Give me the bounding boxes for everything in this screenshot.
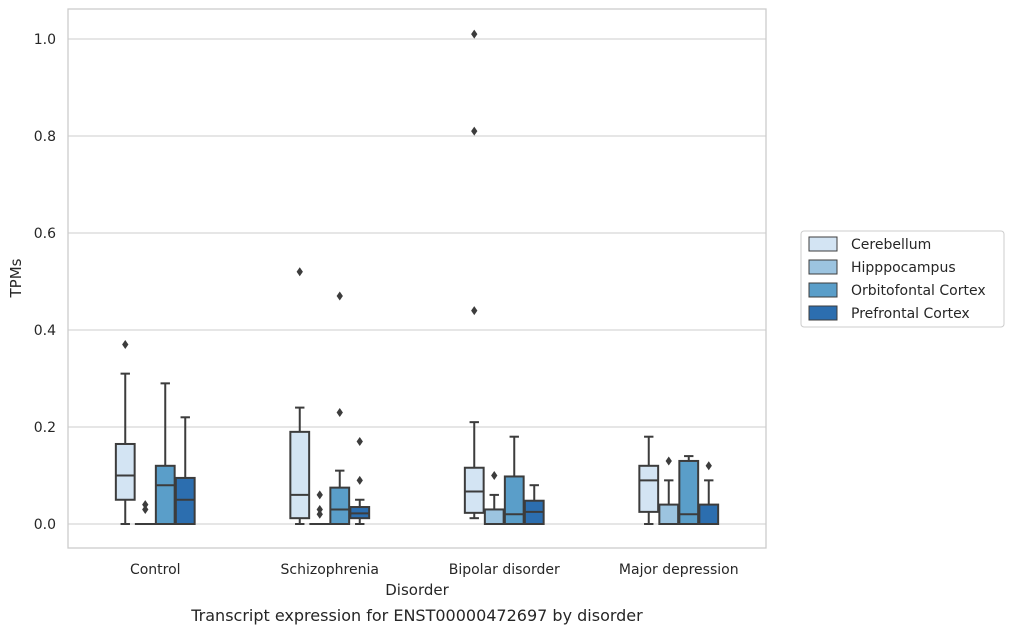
- legend-swatch: [808, 305, 838, 321]
- x-tick-label: Control: [130, 562, 181, 578]
- box-hipppocampus: [658, 456, 680, 526]
- box-prefrontal-cortex: [174, 416, 196, 525]
- box-cerebellum: [463, 29, 485, 520]
- box-iqr: [154, 464, 176, 525]
- box-iqr: [174, 476, 196, 525]
- outlier-point: [356, 437, 363, 447]
- box-orbitofontal-cortex: [154, 382, 176, 525]
- outlier-point: [316, 504, 323, 514]
- outlier-point: [356, 475, 363, 485]
- box-series: [114, 29, 720, 526]
- x-tick-labels: Control Schizophrenia Bipolar disorder Majo…: [130, 562, 739, 578]
- box-iqr: [463, 466, 485, 514]
- y-tick-labels: 0.0 0.2 0.4 0.6 0.8 1.0: [34, 32, 56, 533]
- y-axis-title: TPMs: [7, 258, 25, 298]
- box-iqr: [289, 430, 311, 520]
- x-tick-label: Bipolar disorder: [449, 562, 560, 578]
- outlier-point: [665, 456, 672, 466]
- y-tick-label: 0.8: [34, 129, 56, 145]
- outlier-point: [471, 306, 478, 316]
- x-tick-label: Major depression: [619, 562, 739, 578]
- box-cerebellum: [114, 340, 136, 525]
- outlier-point: [336, 291, 343, 301]
- box-orbitofontal-cortex: [678, 455, 700, 526]
- legend-swatch: [808, 259, 838, 275]
- x-axis-title: Disorder: [385, 581, 449, 599]
- box-iqr: [114, 442, 136, 501]
- y-tick-label: 1.0: [34, 32, 56, 48]
- box-hipppocampus: [134, 500, 156, 526]
- box-orbitofontal-cortex: [503, 435, 525, 525]
- box-cerebellum: [289, 267, 311, 525]
- box-prefrontal-cortex: [349, 437, 371, 525]
- box-iqr: [638, 464, 660, 513]
- legend-label: Prefrontal Cortex: [851, 306, 970, 322]
- y-tick-label: 0.2: [34, 420, 56, 436]
- legend-label: Hipppocampus: [851, 260, 956, 276]
- chart-caption: Transcript expression for ENST0000047269…: [191, 606, 643, 625]
- outlier-point: [316, 509, 323, 519]
- outlier-point: [471, 126, 478, 136]
- legend-frame: [800, 230, 1005, 328]
- outlier-point: [142, 504, 149, 514]
- box-iqr: [658, 503, 680, 526]
- outlier-point: [316, 490, 323, 500]
- outlier-point: [705, 461, 712, 471]
- legend-label: Cerebellum: [851, 237, 931, 253]
- box-hipppocampus: [483, 471, 505, 526]
- box-cerebellum: [638, 435, 660, 525]
- legend-swatch: [808, 282, 838, 298]
- legend: Cerebellum Hipppocampus Orbitofontal Corte…: [800, 230, 1005, 328]
- box-iqr: [503, 475, 525, 525]
- box-hipppocampus: [309, 490, 331, 526]
- legend-label: Orbitofontal Cortex: [851, 283, 986, 299]
- outlier-point: [491, 471, 498, 480]
- box-iqr: [698, 503, 720, 526]
- grid-lines: [68, 38, 766, 525]
- y-tick-label: 0.6: [34, 226, 56, 242]
- outlier-point: [471, 29, 478, 39]
- box-iqr: [329, 486, 351, 525]
- outlier-point: [336, 407, 343, 417]
- y-tick-label: 0.0: [34, 517, 56, 533]
- outlier-point: [296, 267, 303, 277]
- legend-swatch: [808, 236, 838, 252]
- box-orbitofontal-cortex: [329, 291, 351, 525]
- box-prefrontal-cortex: [523, 484, 545, 526]
- plot-frame: [67, 8, 767, 549]
- outlier-point: [142, 500, 149, 510]
- box-iqr: [678, 459, 700, 526]
- x-tick-label: Schizophrenia: [281, 562, 379, 578]
- outlier-point: [122, 340, 129, 350]
- box-iqr: [483, 508, 505, 526]
- y-tick-label: 0.4: [34, 323, 56, 339]
- box-prefrontal-cortex: [698, 461, 720, 526]
